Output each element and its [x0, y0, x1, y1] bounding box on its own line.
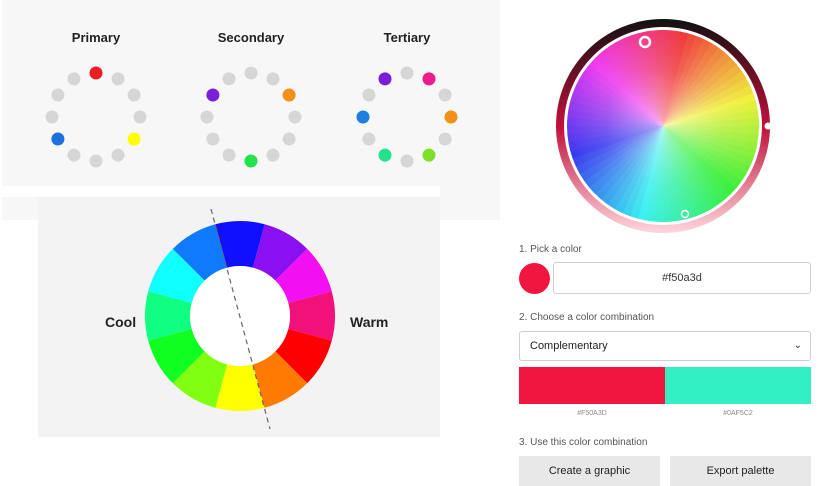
inactive-color-dot [282, 132, 296, 146]
inactive-color-dot [45, 110, 59, 124]
inactive-color-dot [127, 88, 141, 102]
inactive-color-dot [438, 132, 452, 146]
hex-input[interactable]: #f50a3d [553, 262, 811, 294]
export-palette-button[interactable]: Export palette [670, 456, 811, 486]
active-color-dot [356, 110, 370, 124]
inactive-color-dot [266, 72, 280, 86]
inactive-color-dot [244, 66, 258, 80]
color-schemes-panel [2, 0, 500, 220]
active-color-dot [206, 88, 220, 102]
wheel-segment [288, 291, 335, 341]
wheel-segment [172, 351, 228, 408]
active-color-dot [378, 148, 392, 162]
primary-dot-wheel [45, 66, 147, 168]
combo-color-1[interactable] [519, 367, 665, 404]
hue-wheel[interactable] [555, 18, 775, 238]
wheel-segment [215, 364, 265, 411]
complement-handle[interactable] [680, 209, 690, 219]
warm-cool-wheel [145, 208, 335, 430]
active-color-dot [422, 72, 436, 86]
inactive-color-dot [362, 88, 376, 102]
wheel-segment [172, 224, 228, 281]
wheel-segment [148, 248, 205, 304]
inactive-color-dot [89, 154, 103, 168]
inactive-color-dot [222, 148, 236, 162]
wheel-segment [215, 221, 265, 268]
inactive-color-dot [200, 110, 214, 124]
tertiary-title: Tertiary [383, 30, 431, 45]
inactive-color-dot [362, 132, 376, 146]
step1-label: 1. Pick a color [519, 244, 582, 255]
selected-color-swatch[interactable] [519, 263, 550, 294]
inactive-color-dot [111, 148, 125, 162]
inactive-color-dot [438, 88, 452, 102]
wheel-segment [275, 248, 332, 304]
wheel-segment [252, 224, 308, 281]
cool-label: Cool [105, 314, 137, 330]
active-color-dot [244, 154, 258, 168]
step2-label: 2. Choose a color combination [519, 312, 655, 323]
inactive-color-dot [206, 132, 220, 146]
active-color-dot [378, 72, 392, 86]
active-color-dot [51, 132, 65, 146]
panel-gap [0, 186, 440, 197]
inactive-color-dot [400, 154, 414, 168]
primary-handle[interactable] [638, 35, 652, 49]
dot-wheels [45, 66, 458, 168]
active-color-dot [282, 88, 296, 102]
chevron-down-icon: ⌄ [793, 340, 802, 351]
step3-label: 3. Use this color combination [519, 437, 648, 448]
wheel-segment [252, 351, 308, 408]
combination-value: Complementary [530, 340, 608, 352]
inactive-color-dot [133, 110, 147, 124]
inactive-color-dot [222, 72, 236, 86]
create-graphic-button[interactable]: Create a graphic [519, 456, 660, 486]
active-color-dot [127, 132, 141, 146]
combo-color-2[interactable] [665, 367, 811, 404]
active-color-dot [89, 66, 103, 80]
divider-line [210, 208, 271, 430]
inactive-color-dot [111, 72, 125, 86]
active-color-dot [444, 110, 458, 124]
combo-hex-2: #0AF5C2 [723, 410, 753, 417]
brightness-handle[interactable] [764, 122, 772, 130]
primary-title: Primary [71, 30, 121, 45]
inactive-color-dot [51, 88, 65, 102]
inactive-color-dot [67, 72, 81, 86]
tertiary-dot-wheel [356, 66, 458, 168]
combo-hex-1: #F50A3D [577, 410, 607, 417]
wheel-segment [275, 328, 332, 384]
active-color-dot [422, 148, 436, 162]
wheel-segment [145, 291, 192, 341]
inactive-color-dot [266, 148, 280, 162]
inactive-color-dot [288, 110, 302, 124]
color-picker-tool: 1. Pick a color #f50a3d 2. Choose a colo… [505, 0, 825, 486]
warm-label: Warm [350, 314, 389, 330]
inactive-color-dot [400, 66, 414, 80]
wheel-segment [148, 328, 205, 384]
secondary-title: Secondary [217, 30, 285, 45]
combination-select[interactable]: Complementary ⌄ [519, 331, 811, 361]
secondary-dot-wheel [200, 66, 302, 168]
inactive-color-dot [67, 148, 81, 162]
